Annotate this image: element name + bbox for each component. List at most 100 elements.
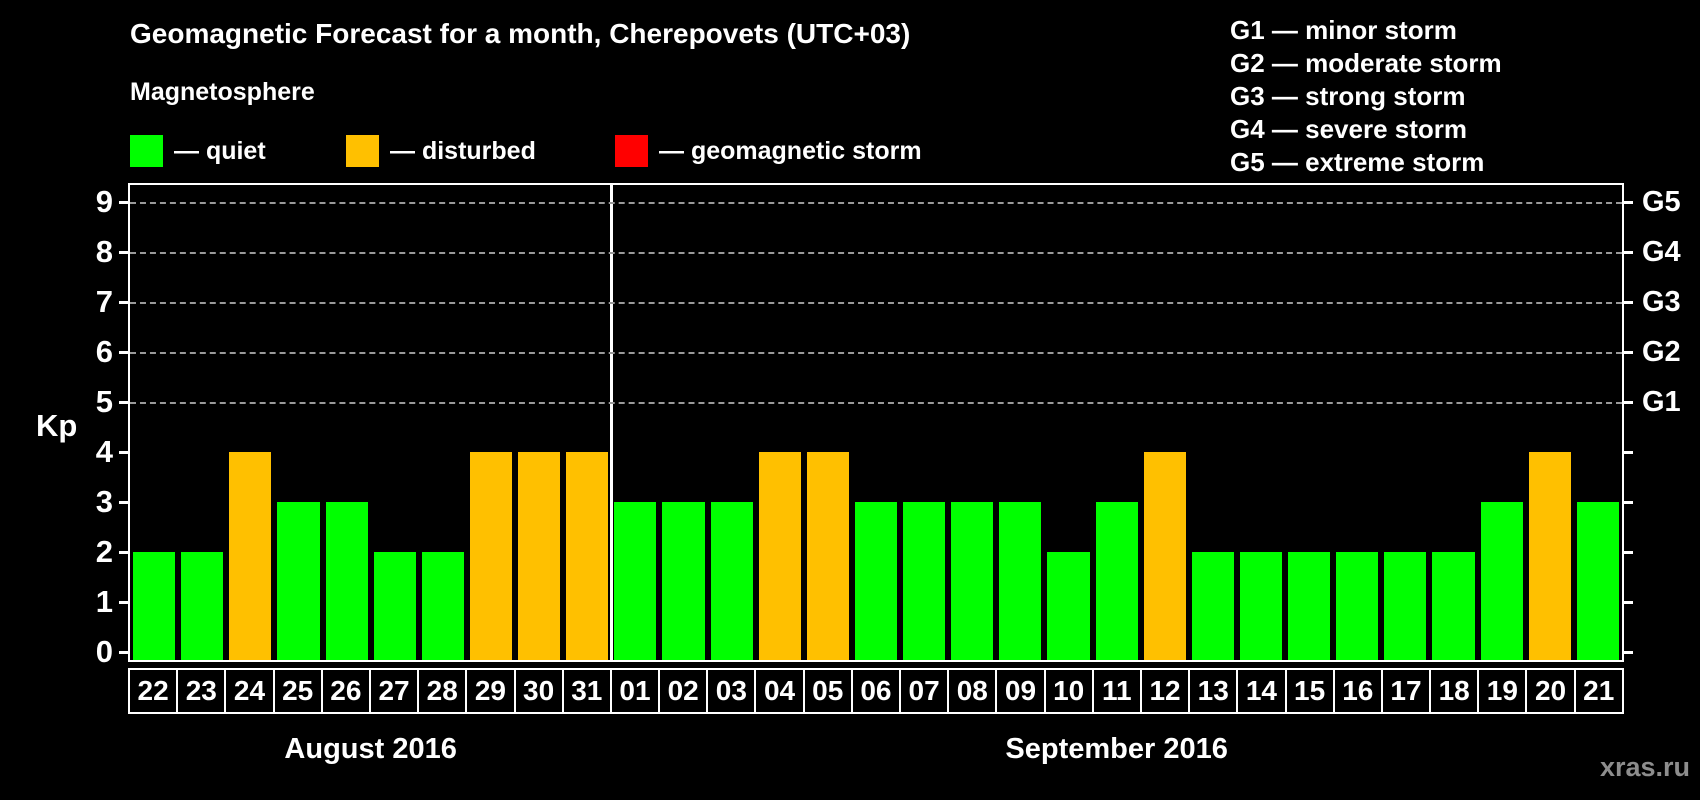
day-box-23: 23 xyxy=(176,668,227,714)
left-tick xyxy=(119,551,130,554)
kp-bar-day-02 xyxy=(662,502,705,660)
month-label: August 2016 xyxy=(284,733,457,765)
g-axis-label-G4: G4 xyxy=(1642,236,1681,268)
day-box-24: 24 xyxy=(224,668,275,714)
legend-item-label: — geomagnetic storm xyxy=(659,136,922,165)
y-tick-label: 1 xyxy=(95,584,113,619)
kp-bar-day-08 xyxy=(951,502,994,660)
legend-item-quiet: — quiet xyxy=(130,135,266,167)
kp-bar-day-21 xyxy=(1576,502,1619,660)
kp-bar-day-14 xyxy=(1239,552,1283,660)
day-box-12: 12 xyxy=(1139,668,1191,714)
right-tick xyxy=(1622,651,1633,654)
g-axis-label-G5: G5 xyxy=(1642,186,1681,218)
month-label: September 2016 xyxy=(1005,733,1228,765)
left-tick xyxy=(119,401,130,404)
kp-bar-day-17 xyxy=(1384,552,1427,660)
y-tick-label: 5 xyxy=(95,384,113,419)
day-box-30: 30 xyxy=(513,668,564,714)
day-box-19: 19 xyxy=(1477,668,1528,714)
disturbed-swatch xyxy=(346,135,379,167)
day-box-31: 31 xyxy=(561,668,612,714)
day-box-20: 20 xyxy=(1525,668,1576,714)
day-label-row: 22 23 24 25 26 27 28 29 30 31 01 02 03 04 05 06 07 08 09 10… xyxy=(128,668,1624,714)
watermark: xras.ru xyxy=(1599,752,1690,782)
kp-bar-day-24 xyxy=(229,452,272,660)
y-tick-label: 9 xyxy=(95,184,113,219)
day-box-17: 17 xyxy=(1380,668,1432,714)
day-box-14: 14 xyxy=(1236,668,1287,714)
magnetosphere-label: Magnetosphere xyxy=(130,78,315,106)
g-legend-line: G1 — minor storm xyxy=(1230,15,1457,45)
left-tick xyxy=(119,651,130,654)
left-tick xyxy=(119,501,130,504)
g-legend-line: G5 — extreme storm xyxy=(1230,147,1485,177)
kp-bar-day-05 xyxy=(806,452,849,660)
g-axis-label-G1: G1 xyxy=(1642,386,1681,418)
day-box-04: 04 xyxy=(754,668,805,714)
kp-bar-day-04 xyxy=(758,452,801,660)
day-box-28: 28 xyxy=(417,668,468,714)
kp-bar-day-20 xyxy=(1528,452,1571,660)
kp-bar-day-10 xyxy=(1047,552,1090,660)
day-box-16: 16 xyxy=(1332,668,1383,714)
right-tick xyxy=(1622,251,1633,254)
legend-item-label: — quiet xyxy=(174,136,266,165)
left-tick xyxy=(119,451,130,454)
y-axis-title: Kp xyxy=(36,408,78,443)
day-box-13: 13 xyxy=(1188,668,1239,714)
left-tick xyxy=(119,201,130,204)
y-tick-label: 2 xyxy=(95,534,113,569)
day-box-07: 07 xyxy=(899,668,950,714)
kp-bar-day-19 xyxy=(1480,502,1523,660)
day-box-22: 22 xyxy=(128,668,179,714)
y-tick-label: 0 xyxy=(95,634,113,669)
gridline-kp-7 xyxy=(130,302,1622,304)
kp-bar-day-31 xyxy=(566,452,609,660)
y-tick-label: 3 xyxy=(95,484,113,519)
legend-item-storm: — geomagnetic storm xyxy=(615,135,922,167)
day-box-10: 10 xyxy=(1043,668,1094,714)
right-tick xyxy=(1622,301,1633,304)
kp-bar-day-26 xyxy=(325,502,368,660)
kp-bar-day-07 xyxy=(903,502,946,660)
g-legend-line: G4 — severe storm xyxy=(1230,114,1468,144)
kp-bar-day-09 xyxy=(999,502,1042,660)
gridline-kp-6 xyxy=(130,352,1622,354)
kp-bar-day-27 xyxy=(373,552,416,660)
kp-bar-day-30 xyxy=(518,452,561,660)
day-box-08: 08 xyxy=(947,668,998,714)
page-title: Geomagnetic Forecast for a month, Cherep… xyxy=(130,18,911,49)
kp-bar-day-28 xyxy=(421,552,464,660)
kp-bar-day-15 xyxy=(1288,552,1331,660)
kp-bar-day-29 xyxy=(469,452,513,660)
kp-bar-day-13 xyxy=(1191,552,1234,660)
gridline-kp-9 xyxy=(130,202,1622,204)
y-tick-label: 4 xyxy=(95,434,113,469)
day-box-01: 01 xyxy=(609,668,661,714)
right-tick xyxy=(1622,501,1633,504)
g-scale-legend: G1 — minor storm G2 — moderate storm G3 — … xyxy=(1230,14,1502,179)
left-tick xyxy=(119,251,130,254)
kp-bar-day-23 xyxy=(181,552,224,660)
legend-item-disturbed: — disturbed xyxy=(346,135,536,167)
day-box-18: 18 xyxy=(1429,668,1480,714)
kp-bar-day-03 xyxy=(710,502,753,660)
day-box-06: 06 xyxy=(850,668,901,714)
day-box-25: 25 xyxy=(272,668,323,714)
quiet-swatch xyxy=(130,135,163,167)
kp-bar-day-11 xyxy=(1095,502,1138,660)
kp-bar-day-18 xyxy=(1432,552,1475,660)
y-tick-label: 8 xyxy=(95,234,113,269)
y-tick-label: 6 xyxy=(95,334,113,369)
right-tick xyxy=(1622,551,1633,554)
kp-bar-day-12 xyxy=(1143,452,1186,660)
day-box-09: 09 xyxy=(995,668,1046,714)
gridline-kp-5 xyxy=(130,402,1622,404)
gridline-kp-8 xyxy=(130,252,1622,254)
kp-bar-day-25 xyxy=(277,502,320,660)
day-box-21: 21 xyxy=(1573,668,1624,714)
day-box-03: 03 xyxy=(706,668,757,714)
day-box-05: 05 xyxy=(802,668,853,714)
right-tick xyxy=(1622,351,1633,354)
